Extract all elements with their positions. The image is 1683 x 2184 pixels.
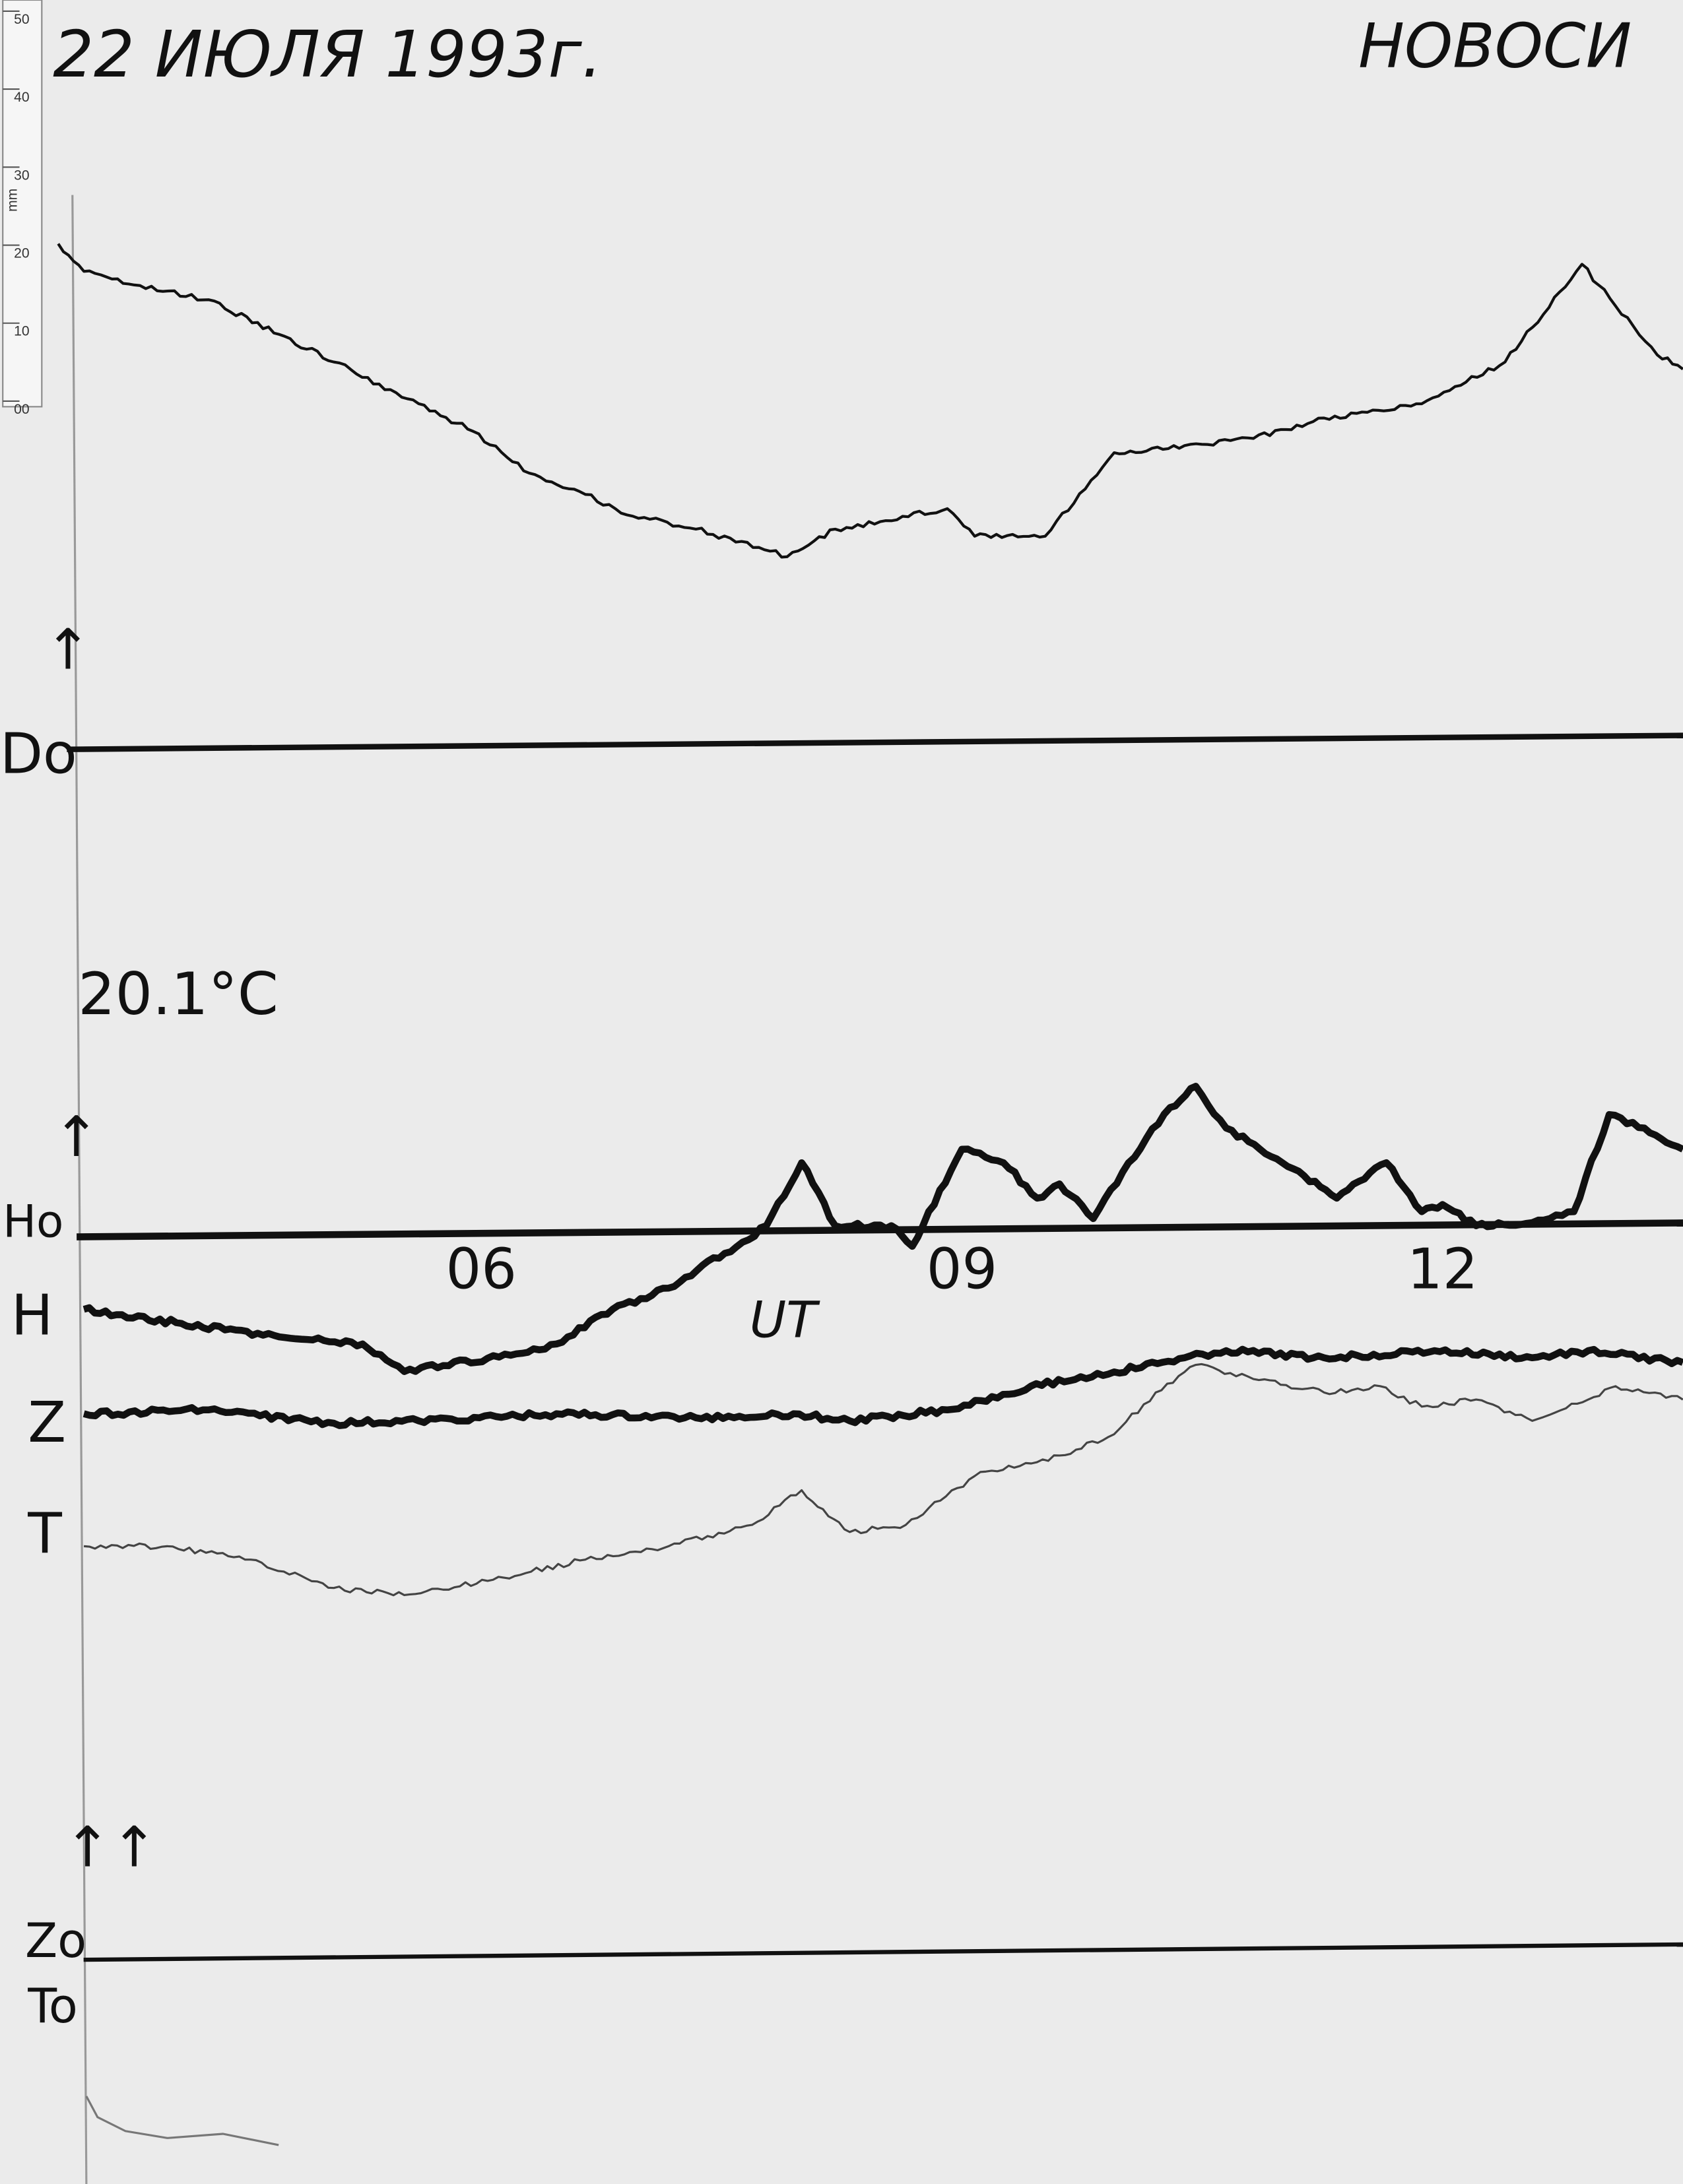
z-baseline-label: Zo [25,1913,86,1968]
left-margin-line [71,195,88,2184]
mm-ruler: 50 40 30 20 10 00 mm [2,0,43,417]
z-trace-label: Z [28,1390,66,1455]
h-baseline [77,1219,1683,1240]
x-tick-label: 12 [1407,1237,1478,1302]
bottom-trace-fragment [85,2096,279,2146]
ruler-label: 30 [14,168,29,183]
x-tick-label: 06 [446,1237,516,1302]
h-trace-label: H [11,1283,53,1347]
date-heading: 22 ИЮЛЯ 1993г. [53,17,602,92]
ruler-label: 50 [14,12,29,27]
d-baseline [67,732,1683,752]
trace-z [82,1345,1683,1429]
zt-arrow: ↑↑ [64,1815,157,1880]
t-trace-label: T [27,1502,62,1566]
d-baseline-label: Do [0,722,77,787]
d-arrow: ↑ [45,617,92,682]
station-heading: НОВОСИ [1358,10,1632,81]
temperature-label: 20.1°C [78,960,279,1028]
ruler-label: 00 [14,402,29,417]
trace-t [83,1363,1683,1597]
ruler-label: 20 [14,246,29,261]
x-axis-unit-label: UT [750,1291,821,1349]
h-arrow: ↑ [53,1105,100,1169]
ruler-label: 10 [14,324,29,339]
x-tick-label: 09 [927,1237,997,1302]
ruler-unit: mm [5,189,20,212]
zt-baseline [83,1942,1683,1962]
trace-h [82,1083,1683,1375]
h-baseline-label: Ho [3,1196,63,1248]
trace-d [57,243,1683,559]
t-baseline-label: To [27,1978,78,2034]
ruler-label: 40 [14,90,29,105]
